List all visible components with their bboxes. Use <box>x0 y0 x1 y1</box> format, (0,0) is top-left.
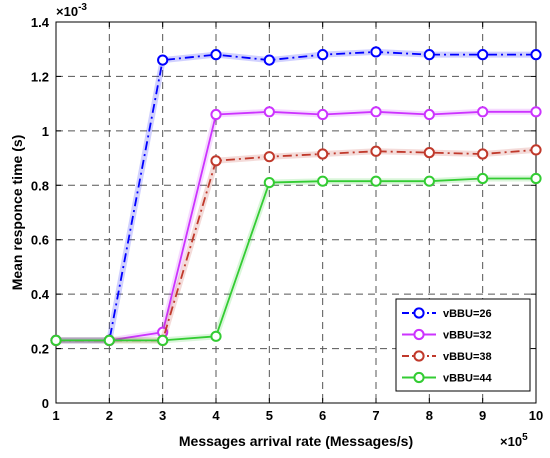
legend-marker <box>413 328 425 341</box>
x-tick-label: 10 <box>529 408 543 423</box>
data-point <box>263 176 275 189</box>
y-tick-label: 1 <box>42 124 49 139</box>
data-point <box>530 172 542 185</box>
y-exponent-base: ×10 <box>56 4 78 19</box>
y-axis-exponent: ×10-3 <box>56 2 87 19</box>
series-line <box>56 51 536 342</box>
y-exponent-power: -3 <box>78 2 87 13</box>
data-point <box>477 49 489 61</box>
legend-marker <box>413 307 425 319</box>
x-exponent-base: ×10 <box>500 434 522 449</box>
data-point <box>477 172 489 185</box>
y-tick-label: 0.4 <box>31 287 50 302</box>
data-point <box>103 334 115 347</box>
data-point <box>210 155 222 167</box>
data-point <box>263 54 275 66</box>
data-point <box>50 334 62 347</box>
x-tick-label: 8 <box>426 408 433 423</box>
x-tick-label: 3 <box>159 408 166 423</box>
series-line <box>56 110 536 342</box>
plot-frame <box>55 21 537 404</box>
x-tick-label: 2 <box>106 408 113 423</box>
y-axis-title: Mean responce time (s) <box>9 135 25 291</box>
data-point <box>530 144 542 156</box>
data-point <box>157 54 169 66</box>
series-vbbu-44 <box>50 172 542 347</box>
x-tick-label: 7 <box>372 408 379 423</box>
x-axis-title: Messages arrival rate (Messages/s) <box>179 433 413 449</box>
data-point <box>157 334 169 347</box>
x-tick-label: 6 <box>319 408 326 423</box>
x-tick-label: 1 <box>52 408 59 423</box>
data-point <box>210 108 222 121</box>
x-tick-label: 5 <box>266 408 273 423</box>
legend-marker <box>413 371 425 384</box>
data-point <box>530 106 542 118</box>
legend-label: vBBU=26 <box>443 308 492 320</box>
x-tick-label: 9 <box>479 408 486 423</box>
y-tick-label: 0.8 <box>31 178 49 193</box>
data-point <box>317 175 329 187</box>
data-point <box>370 46 382 58</box>
legend-label: vBBU=38 <box>443 351 492 363</box>
y-tick-label: 0.6 <box>31 233 49 248</box>
data-point <box>423 175 435 187</box>
data-point <box>423 49 435 61</box>
data-point <box>477 106 489 118</box>
legend-label: vBBU=32 <box>443 330 492 342</box>
y-tick-label: 0.2 <box>31 342 49 357</box>
data-point <box>423 147 435 159</box>
axis-ticks: 1 2 3 4 5 6 7 8 9 10 0 0.2 0.4 0.6 0.8 1 1.2 1.4 <box>31 15 543 423</box>
data-point <box>370 106 382 118</box>
data-point <box>530 49 542 61</box>
x-tick-label: 4 <box>212 408 220 423</box>
data-point <box>370 175 382 187</box>
legend-marker <box>413 350 425 362</box>
data-point <box>263 106 275 118</box>
legend: vBBU=26 vBBU=32 vBBU=38 vBBU=44 <box>395 298 531 392</box>
data-point <box>423 108 435 121</box>
data-point <box>477 148 489 160</box>
series-line <box>56 177 536 342</box>
data-point <box>317 49 329 61</box>
y-tick-label: 1.2 <box>31 69 49 84</box>
legend-label: vBBU=44 <box>443 373 492 385</box>
series-layer <box>50 46 542 347</box>
y-tick-label: 1.4 <box>31 15 50 30</box>
x-exponent-power: 5 <box>522 432 528 443</box>
data-point <box>263 151 275 163</box>
x-axis-exponent: ×105 <box>500 432 528 449</box>
y-tick-label: 0 <box>42 396 49 411</box>
data-point <box>210 49 222 61</box>
data-point <box>370 145 382 157</box>
data-point <box>317 148 329 160</box>
data-point <box>317 108 329 121</box>
data-point <box>210 330 222 342</box>
